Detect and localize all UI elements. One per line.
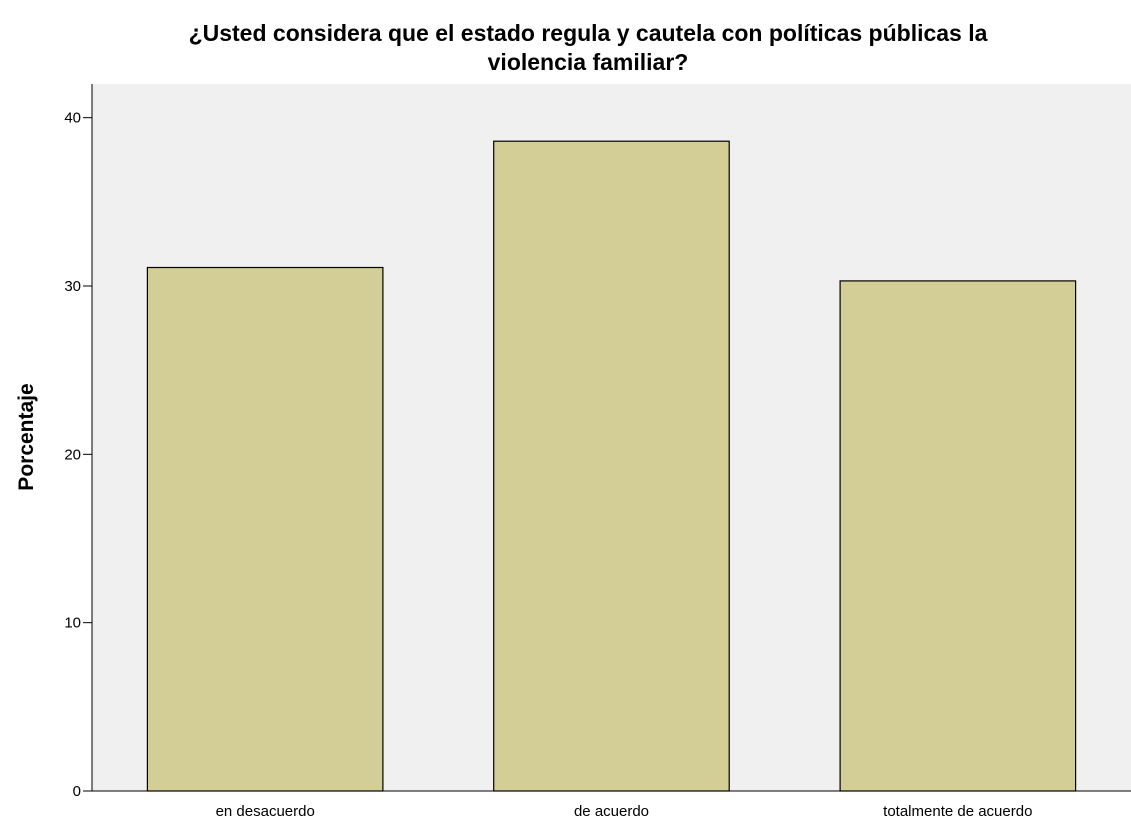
chart-title-line-1: ¿Usted considera que el estado regula y … [189,20,988,46]
y-tick-label-4: 30 [64,278,81,295]
y-axis-label: Porcentaje [15,383,38,490]
y-tick-label-1: 0 [73,783,81,800]
bar-1 [146,266,384,792]
bars-group [146,140,1077,792]
bar-2 [493,140,730,792]
x-tick-label-3: totalmente de acuerdo [883,803,1032,820]
y-tick-label-2: 10 [64,615,81,632]
x-tick-label-2: de acuerdo [574,803,649,820]
axes-group: en desacuerdo de acuerdo totalmente de acu… [64,84,1131,820]
chart-title-line-2: violencia familiar? [488,49,689,75]
bar-3 [839,280,1077,792]
x-tick-label-1: en desacuerdo [216,803,315,820]
y-tick-label-3: 20 [64,446,81,463]
y-tick-label-5: 40 [64,110,81,127]
